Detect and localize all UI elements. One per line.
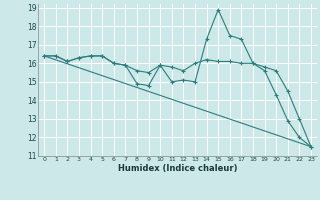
X-axis label: Humidex (Indice chaleur): Humidex (Indice chaleur): [118, 164, 237, 173]
